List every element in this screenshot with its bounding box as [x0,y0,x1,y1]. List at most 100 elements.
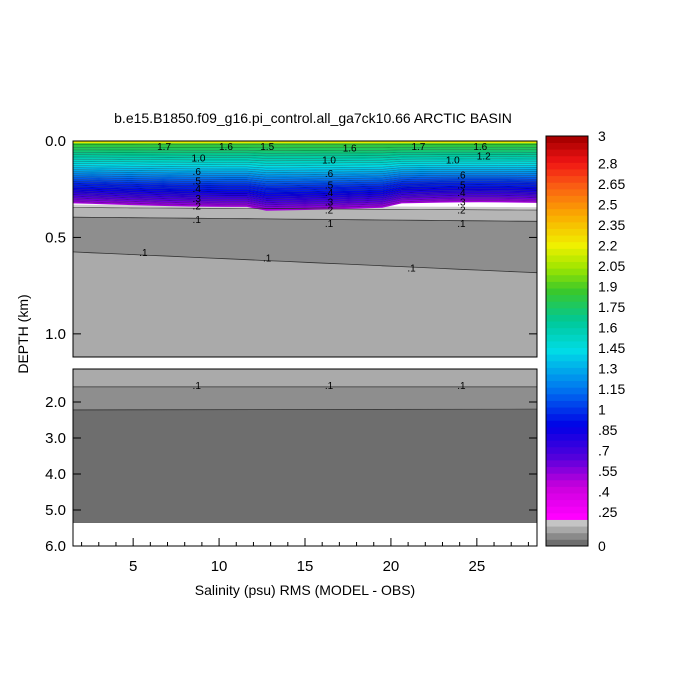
colorbar-tick-label: .25 [598,504,618,520]
contour-labels: .1.1.1.1.1.1.2.2.2.3.3.3.4.4.4.5.5.5.6.6… [139,142,491,392]
x-tick-label: 5 [129,558,137,575]
contour-label: .5 [457,180,466,191]
contour-label: .3 [193,194,202,205]
colorbar-band [546,387,588,395]
colorbar-band [546,281,588,289]
contour-band [73,386,537,410]
colorbar-band [546,228,588,236]
colorbar-band [546,473,588,481]
contour-line [72,176,538,182]
colorbar-band [546,268,588,276]
contour-band [73,171,537,178]
contour-band [73,149,537,154]
contour-band [73,191,537,201]
colorbar-band [546,195,588,203]
colorbar-band [546,526,588,534]
contour-band [73,161,537,166]
contour-label: .3 [457,198,466,209]
colorbar-band [546,499,588,507]
contour-label: 1.6 [473,142,487,153]
colorbar-band [546,433,588,441]
contour-label: .6 [457,171,466,182]
colorbar-band [546,374,588,382]
contour-line [72,251,538,274]
colorbar-band [546,149,588,157]
colorbar-band [546,393,588,401]
x-tick-label: 15 [297,558,314,575]
colorbar-band [546,334,588,342]
contour-line [72,182,538,189]
colorbar-tick-label: 1.6 [598,319,618,335]
colorbar-band [546,460,588,468]
contour-line [72,189,538,197]
contour-label: 1.7 [411,142,425,153]
contour-band [73,251,537,357]
contour-label: 1.6 [219,142,233,153]
chart-title: b.e15.B1850.f09_g16.pi_control.all_ga7ck… [114,110,512,126]
colorbar-band [546,288,588,296]
contour-band [73,184,537,193]
colorbar-bands [546,136,588,547]
contour-band [73,179,537,186]
colorbar-tick-label: 2.5 [598,196,618,212]
contour-line [72,167,538,171]
colorbar-band [546,360,588,368]
contour-label: 1.5 [260,142,274,153]
colorbar-band [546,142,588,150]
colorbar: 3 2.8 2.65 2.5 2.35 2.2 2.05 1.9 1.75 1.6 1.45 1.3 1… [545,128,625,554]
contour-label: .1 [407,263,416,274]
contour-label: .2 [325,205,334,216]
colorbar-band [546,321,588,329]
colorbar-tick-label: 1 [598,401,606,417]
colorbar-tick-label: 1.9 [598,278,618,294]
contour-label: .3 [325,198,334,209]
contour-line [72,154,538,157]
contour-label: .1 [457,381,466,392]
contour-label: .1 [325,381,334,392]
contour-band [73,188,537,197]
y-tick-label: 5.0 [45,502,66,519]
colorbar-band [546,274,588,282]
contour-band [73,180,537,188]
colorbar-tick-label: .7 [598,442,610,458]
contour-band [73,173,537,180]
colorbar-band [546,407,588,415]
y-tick-label: 0.0 [45,133,66,150]
contour-band [73,198,537,209]
contour-line [72,158,538,162]
colorbar-band [546,347,588,355]
contour-band [73,152,537,156]
contour-label: .4 [193,184,202,195]
colorbar-band [546,532,588,540]
colorbar-band [546,446,588,454]
colorbar-band [546,493,588,501]
y-tick-label: 4.0 [45,466,66,483]
colorbar-band [546,136,588,144]
contour-line [72,193,538,201]
contour-line [72,160,538,164]
contour-line [72,151,538,154]
colorbar-tick-label: 2.8 [598,155,618,171]
colorbar-band [546,241,588,249]
colorbar-band [546,301,588,309]
colorbar-labels: 3 2.8 2.65 2.5 2.35 2.2 2.05 1.9 1.75 1.6 1.45 1.3 1… [598,128,625,554]
contour-line [72,162,538,166]
y-tick-label: 0.5 [45,229,66,246]
contour-band [73,175,537,182]
contour-band [73,217,537,273]
contour-label: .1 [325,219,334,230]
contour-label: 1.6 [343,144,357,155]
colorbar-band [546,367,588,375]
contour-line [72,200,538,209]
contour-band [73,165,537,171]
x-axis: 5 10 15 20 25 [81,538,529,575]
colorbar-band [546,413,588,421]
colorbar-tick-label: 2.35 [598,217,625,233]
y-axis-label: DEPTH (km) [15,294,31,373]
contour-label: .1 [263,254,272,265]
colorbar-tick-label: 3 [598,128,606,144]
contour-label: .1 [193,215,202,226]
colorbar-band [546,314,588,322]
colorbar-band [546,466,588,474]
